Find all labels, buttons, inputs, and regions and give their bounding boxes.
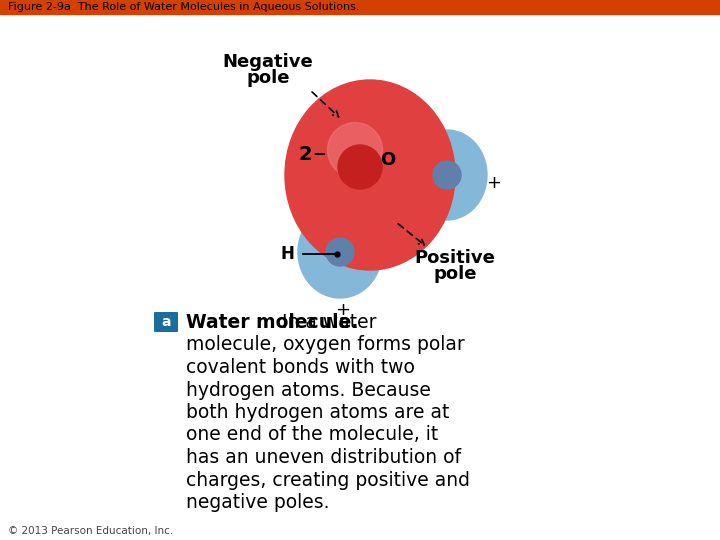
Text: +: +: [487, 174, 502, 192]
Text: H: H: [280, 245, 294, 263]
Ellipse shape: [285, 80, 455, 270]
Text: O: O: [380, 151, 395, 169]
Text: has an uneven distribution of: has an uneven distribution of: [186, 448, 461, 467]
Text: charges, creating positive and: charges, creating positive and: [186, 470, 470, 489]
Text: a: a: [161, 315, 171, 329]
Text: −: −: [312, 144, 326, 162]
Text: negative poles.: negative poles.: [186, 493, 330, 512]
Text: © 2013 Pearson Education, Inc.: © 2013 Pearson Education, Inc.: [8, 526, 174, 536]
Text: In a water: In a water: [276, 313, 377, 332]
Text: pole: pole: [433, 265, 477, 283]
Text: molecule, oxygen forms polar: molecule, oxygen forms polar: [186, 335, 464, 354]
Circle shape: [338, 145, 382, 189]
Text: hydrogen atoms. Because: hydrogen atoms. Because: [186, 381, 431, 400]
Text: Water molecule.: Water molecule.: [186, 313, 359, 332]
Ellipse shape: [328, 123, 382, 178]
Text: pole: pole: [246, 69, 289, 87]
Bar: [0, 0, 720, 14]
Text: Figure 2-9a  The Role of Water Molecules in Aqueous Solutions.: Figure 2-9a The Role of Water Molecules …: [8, 2, 359, 12]
FancyBboxPatch shape: [154, 312, 178, 332]
Text: both hydrogen atoms are at: both hydrogen atoms are at: [186, 403, 449, 422]
Text: covalent bonds with two: covalent bonds with two: [186, 358, 415, 377]
Text: Negative: Negative: [222, 53, 313, 71]
Text: one end of the molecule, it: one end of the molecule, it: [186, 426, 438, 444]
Text: Positive: Positive: [415, 249, 495, 267]
Ellipse shape: [298, 206, 382, 298]
Ellipse shape: [407, 130, 487, 220]
Circle shape: [433, 161, 461, 189]
Text: +: +: [336, 301, 351, 319]
Circle shape: [326, 238, 354, 266]
Text: 2: 2: [298, 145, 312, 165]
